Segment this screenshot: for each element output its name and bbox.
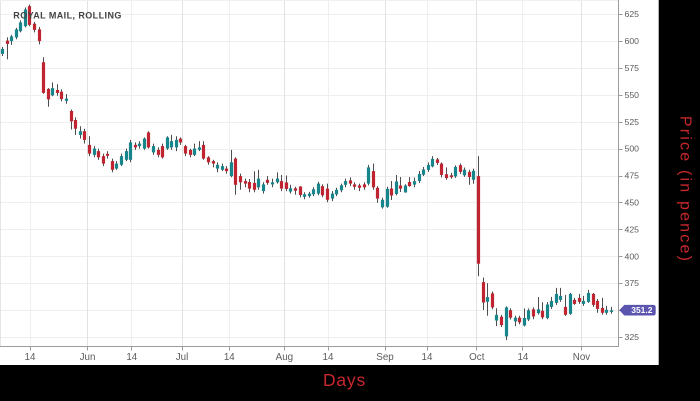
svg-text:14: 14 <box>517 352 528 363</box>
svg-text:Price (in pence): Price (in pence) <box>676 116 693 263</box>
svg-text:14: 14 <box>224 352 235 363</box>
svg-text:Jun: Jun <box>80 352 96 363</box>
svg-text:14: 14 <box>323 352 334 363</box>
svg-text:400: 400 <box>625 251 640 261</box>
svg-text:Nov: Nov <box>573 352 591 363</box>
svg-text:575: 575 <box>625 63 640 73</box>
svg-text:Sep: Sep <box>376 352 394 363</box>
svg-text:ROYAL MAIL, ROLLING: ROYAL MAIL, ROLLING <box>13 10 121 20</box>
svg-text:Days: Days <box>323 370 366 390</box>
svg-text:525: 525 <box>625 117 640 127</box>
svg-text:450: 450 <box>625 197 640 207</box>
svg-text:600: 600 <box>625 36 640 46</box>
svg-text:351.2: 351.2 <box>631 305 653 315</box>
svg-text:325: 325 <box>625 332 640 342</box>
svg-text:475: 475 <box>625 171 640 181</box>
svg-text:500: 500 <box>625 144 640 154</box>
svg-text:425: 425 <box>625 224 640 234</box>
svg-text:Aug: Aug <box>276 352 293 363</box>
svg-text:Jul: Jul <box>176 352 189 363</box>
svg-text:625: 625 <box>625 9 640 19</box>
svg-text:14: 14 <box>25 352 36 363</box>
svg-text:14: 14 <box>126 352 137 363</box>
svg-text:14: 14 <box>422 352 433 363</box>
svg-text:550: 550 <box>625 90 640 100</box>
svg-text:375: 375 <box>625 278 640 288</box>
svg-text:Oct: Oct <box>469 352 485 363</box>
